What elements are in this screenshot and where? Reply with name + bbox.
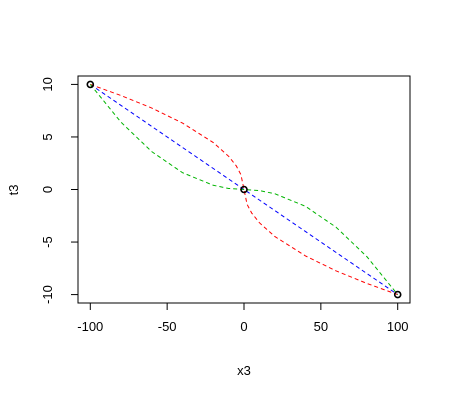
y-tick-label: -5: [40, 236, 55, 248]
x-tick-label: -100: [77, 319, 103, 334]
y-axis-label: t3: [6, 185, 21, 196]
y-tick-label: 10: [40, 77, 55, 91]
x-tick-label: 50: [314, 319, 328, 334]
x-tick-label: 0: [240, 319, 247, 334]
x-tick-label: -50: [158, 319, 177, 334]
x-tick-label: 100: [387, 319, 409, 334]
y-tick-label: 5: [40, 133, 55, 140]
series-line: [89, 84, 399, 295]
series-line: [90, 83, 398, 296]
data-point: [393, 290, 402, 299]
y-tick-label: 0: [40, 186, 55, 193]
x-axis-label: x3: [237, 363, 251, 378]
data-point: [240, 185, 248, 194]
data-point: [86, 80, 95, 89]
y-tick-label: -10: [40, 285, 55, 304]
